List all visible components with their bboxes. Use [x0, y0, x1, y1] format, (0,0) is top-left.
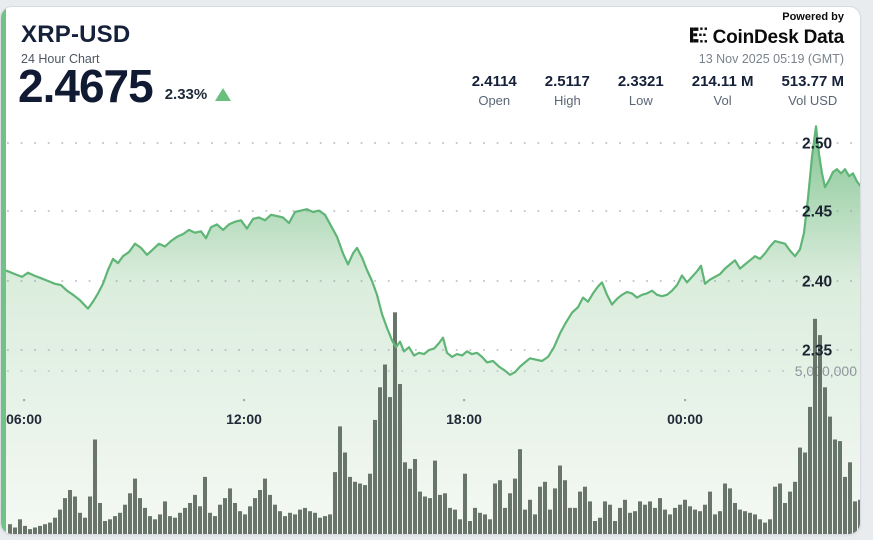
- header-right: Powered by CoinDesk Data 13 Nov: [689, 11, 845, 66]
- current-price: 2.4675: [18, 60, 154, 112]
- stat-low: 2.3321 Low: [618, 73, 664, 108]
- svg-text:18:00: 18:00: [446, 411, 482, 427]
- page-title: XRP-USD: [21, 21, 131, 48]
- timestamp: 13 Nov 2025 05:19 (GMT): [698, 52, 844, 66]
- stat-open: 2.4114 Open: [472, 73, 517, 108]
- svg-text:2.45: 2.45: [802, 204, 833, 221]
- price-change: 2.33%: [165, 86, 232, 103]
- brand-data: Data: [803, 26, 845, 48]
- stat-label: Open: [478, 93, 511, 108]
- price-widget-card: 5,000,000 2.50 2.45 2.40 2.35 06:00 12:00 18:00…: [0, 6, 861, 535]
- chart-subtitle: 24 Hour Chart: [21, 52, 100, 66]
- price-volume-chart[interactable]: 5,000,000 2.50 2.45 2.40 2.35 06:00 12:00 18:00…: [1, 7, 861, 535]
- stat-high: 2.5117 High: [545, 73, 590, 108]
- coindesk-data-logo[interactable]: CoinDesk Data: [689, 26, 845, 49]
- header-left: XRP-USD 24 Hour Chart: [21, 21, 130, 66]
- arrow-up-icon: [215, 88, 232, 101]
- stat-label: Vol USD: [788, 93, 838, 108]
- svg-text:00:00: 00:00: [667, 411, 703, 427]
- stat-value: 2.5117: [544, 73, 590, 90]
- stats-row: 2.4114 Open 2.5117 High 2.3321 Low 214.1…: [472, 73, 844, 108]
- stat-value: 214.11 M: [691, 73, 754, 90]
- price-row: 2.4675 2.33%: [18, 60, 232, 112]
- stat-label: Vol: [713, 93, 732, 108]
- stat-value: 2.3321: [617, 73, 664, 90]
- powered-by-label: Powered by: [782, 11, 844, 23]
- stat-value: 513.77 M: [781, 73, 844, 90]
- svg-text:2.50: 2.50: [802, 136, 832, 153]
- stat-label: Low: [628, 93, 653, 108]
- stat-vol-usd: 513.77 M Vol USD: [781, 73, 844, 108]
- change-percent: 2.33%: [164, 86, 208, 103]
- stat-value: 2.4114: [471, 73, 517, 90]
- coindesk-logo-icon: [689, 26, 708, 49]
- svg-text:2.35: 2.35: [802, 343, 833, 360]
- svg-text:06:00: 06:00: [6, 411, 42, 427]
- brand-coindesk: CoinDesk: [712, 26, 799, 48]
- stat-label: High: [553, 93, 581, 108]
- stat-vol: 214.11 M Vol: [692, 73, 754, 108]
- svg-text:2.40: 2.40: [802, 274, 832, 291]
- svg-text:12:00: 12:00: [226, 411, 262, 427]
- left-accent-stripe: [1, 7, 6, 534]
- svg-text:5,000,000: 5,000,000: [795, 363, 857, 379]
